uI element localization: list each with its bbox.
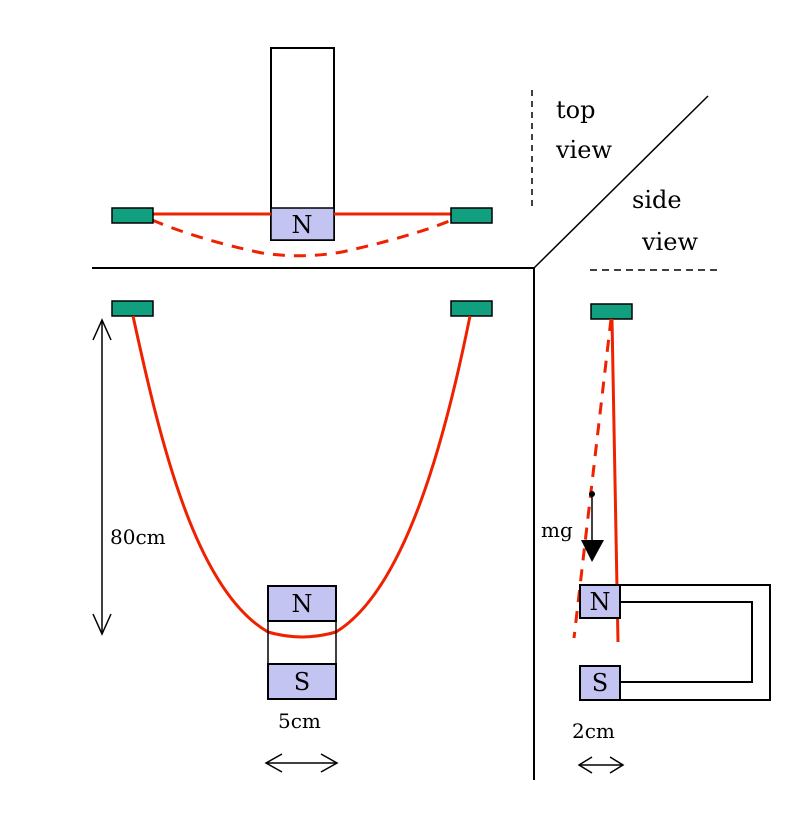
- front-view-south-magnet-label: S: [294, 668, 310, 696]
- weight-label: mg: [541, 518, 573, 542]
- side-view-north-magnet-label: N: [590, 588, 611, 616]
- height-label: 80cm: [110, 525, 166, 549]
- diagonal-divider: [533, 95, 709, 269]
- horseshoe-magnet-inner: [620, 601, 753, 683]
- side-width-arrow-right: [609, 756, 625, 774]
- top-view-label-line2: view: [555, 136, 612, 164]
- height-arrow-bottom: [92, 613, 112, 636]
- height-arrow-top: [92, 318, 112, 341]
- side-view-south-magnet-label: S: [592, 669, 608, 697]
- side-view-north-magnet: [579, 584, 621, 619]
- top-view-string-rest-position: [151, 218, 453, 258]
- side-view-label-line2: view: [641, 228, 698, 256]
- top-view-north-pole-label: N: [292, 211, 313, 239]
- front-width-arrow-right: [320, 753, 339, 773]
- front-width-label: 5cm: [278, 709, 321, 733]
- side-view-clamp: [590, 303, 633, 320]
- top-view-clamp-left: [111, 207, 154, 224]
- weight-vector-arrowhead: [581, 540, 604, 562]
- top-view-north-pole: [270, 207, 335, 241]
- side-view-string-deflected: [572, 318, 613, 639]
- side-width-label: 2cm: [572, 719, 615, 743]
- front-view-south-magnet: [267, 663, 337, 700]
- top-view-label-line1: top: [556, 96, 595, 124]
- front-view-north-magnet: [267, 585, 337, 622]
- top-view-clamp-right: [450, 207, 493, 224]
- horseshoe-magnet-outer: [580, 584, 771, 701]
- side-view-south-magnet: [579, 665, 621, 701]
- side-width-arrow-left: [577, 756, 593, 774]
- front-width-arrow-left: [264, 753, 283, 773]
- front-view-clamp-left: [111, 300, 154, 317]
- side-view-label-line1: side: [632, 186, 682, 214]
- front-view-north-magnet-label: N: [292, 590, 313, 618]
- front-view-clamp-right: [450, 300, 493, 317]
- front-view-hanging-string: [131, 315, 472, 639]
